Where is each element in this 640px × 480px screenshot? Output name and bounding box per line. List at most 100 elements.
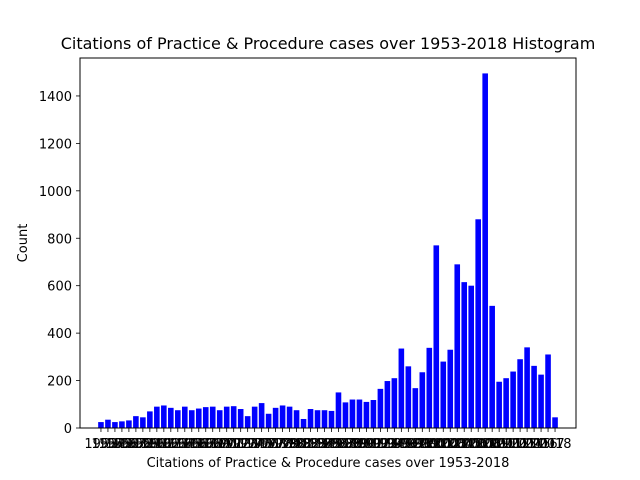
bar-1980 [286, 406, 293, 428]
bar-1983 [307, 409, 314, 428]
bar-2003 [447, 349, 454, 428]
bar-1978 [272, 407, 279, 428]
y-tick-label: 400 [47, 327, 72, 342]
x-tick-label: 1986 [315, 437, 348, 452]
x-tick-label: 1976 [245, 437, 278, 452]
bar-1960 [147, 411, 153, 428]
x-tick-label: 1964 [161, 437, 194, 452]
x-tick-label: 2013 [504, 437, 537, 452]
bar-1966 [188, 410, 195, 428]
bar-1982 [300, 418, 307, 428]
x-tick-label: 1977 [252, 437, 285, 452]
x-tick-label: 2007 [462, 437, 495, 452]
x-tick-label: 2005 [448, 437, 481, 452]
x-tick-label: 1963 [154, 437, 187, 452]
bar-1970 [216, 410, 223, 428]
bar-2009 [489, 305, 495, 428]
x-tick-label: 1971 [210, 437, 243, 452]
x-tick-label: 1969 [196, 437, 229, 452]
bar-2006 [468, 285, 475, 428]
bar-1994 [384, 381, 391, 428]
bar-1987 [335, 392, 342, 428]
y-tick-label: 1400 [39, 90, 72, 105]
x-tick-label: 1999 [406, 437, 439, 452]
x-tick-label: 2003 [434, 437, 467, 452]
bar-1984 [314, 410, 321, 428]
x-tick-label: 1961 [140, 437, 173, 452]
x-tick-label: 1958 [119, 437, 152, 452]
bar-2013 [517, 359, 523, 428]
bar-1985 [321, 410, 328, 428]
x-tick-label: 1993 [364, 437, 397, 452]
y-tick-label: 800 [47, 232, 72, 247]
bar-1997 [405, 366, 412, 428]
x-tick-label: 1975 [238, 437, 271, 452]
bar-1971 [223, 406, 230, 428]
x-tick-label: 1955 [98, 437, 131, 452]
bar-1958 [133, 416, 139, 428]
x-tick-label: 1996 [385, 437, 418, 452]
bar-1979 [279, 405, 286, 428]
bar-2012 [510, 371, 516, 428]
y-tick-label: 1200 [39, 137, 72, 152]
x-tick-label: 2014 [511, 437, 544, 452]
bar-1974 [244, 416, 251, 428]
x-tick-label: 2018 [538, 437, 571, 452]
bar-2015 [531, 365, 537, 428]
bar-1957 [126, 420, 132, 428]
x-axis-label: Citations of Practice & Procedure cases … [147, 456, 510, 471]
x-tick-label: 1995 [378, 437, 411, 452]
bar-1964 [175, 410, 181, 428]
bar-2007 [475, 219, 481, 428]
y-tick-label: 200 [47, 375, 72, 390]
x-tick-label: 1980 [273, 437, 306, 452]
bar-1996 [398, 348, 405, 428]
x-tick-label: 2009 [476, 437, 509, 452]
bar-1961 [154, 406, 160, 428]
x-tick-label: 1968 [189, 437, 222, 452]
x-tick-label: 1987 [322, 437, 355, 452]
bar-1955 [112, 422, 118, 428]
x-tick-label: 2000 [413, 437, 446, 452]
bar-1969 [209, 406, 216, 428]
bar-1962 [161, 405, 167, 428]
x-tick-label: 2010 [483, 437, 516, 452]
bar-1981 [293, 410, 300, 428]
y-axis-label: Count [16, 224, 31, 263]
bar-2005 [461, 282, 468, 428]
x-tick-label: 2016 [525, 437, 558, 452]
x-ticks-group: 1953195419551956195719581959196019611962… [84, 428, 572, 452]
bar-1965 [181, 406, 188, 428]
x-tick-label: 1990 [343, 437, 376, 452]
x-tick-label: 1959 [126, 437, 159, 452]
bar-1992 [370, 400, 377, 428]
bar-2008 [482, 73, 488, 429]
x-tick-label: 1960 [133, 437, 166, 452]
bar-1989 [349, 399, 356, 428]
bar-2010 [496, 381, 502, 428]
x-tick-label: 1954 [91, 437, 124, 452]
x-tick-label: 1979 [266, 437, 299, 452]
x-tick-label: 1988 [329, 437, 362, 452]
x-tick-label: 1989 [336, 437, 369, 452]
bars-group [98, 73, 558, 429]
bar-1988 [342, 402, 349, 428]
bar-1995 [391, 378, 398, 428]
bar-1954 [105, 419, 111, 428]
x-tick-label: 1981 [280, 437, 313, 452]
bar-1956 [119, 421, 125, 428]
bar-1953 [98, 422, 104, 428]
y-tick-label: 600 [47, 280, 72, 295]
plot-frame [79, 57, 577, 429]
x-tick-label: 1962 [147, 437, 180, 452]
bar-2000 [426, 347, 433, 428]
x-tick-label: 1982 [287, 437, 320, 452]
bar-1976 [258, 403, 265, 428]
x-tick-label: 2012 [497, 437, 530, 452]
x-tick-label: 1967 [182, 437, 215, 452]
bar-1963 [168, 407, 174, 428]
x-tick-label: 1956 [105, 437, 138, 452]
x-tick-label: 1973 [224, 437, 257, 452]
